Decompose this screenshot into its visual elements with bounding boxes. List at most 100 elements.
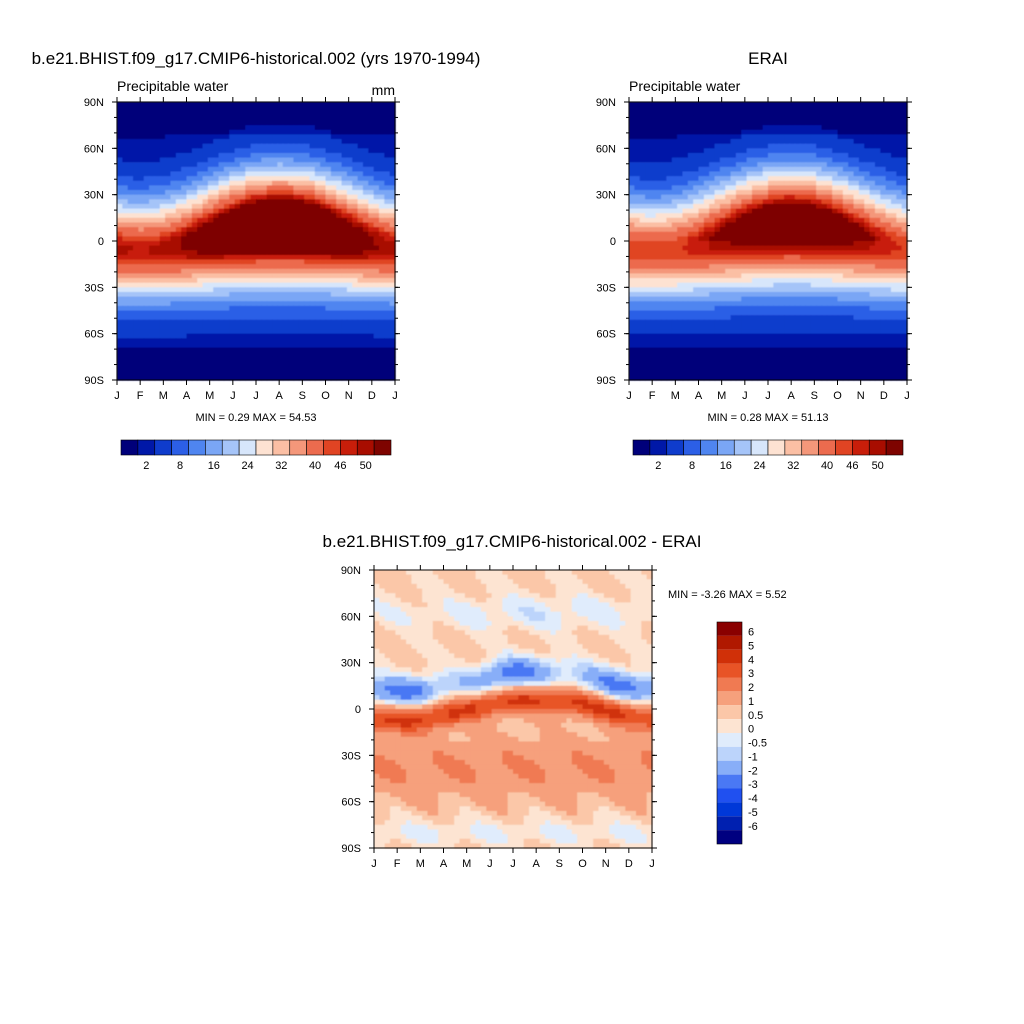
heatmap-cell [794, 236, 801, 242]
heatmap-cell [197, 245, 204, 251]
heatmap-cell [127, 259, 134, 265]
heatmap-cell [165, 338, 172, 344]
heatmap-cell [842, 208, 849, 214]
heatmap-cell [127, 282, 134, 288]
heatmap-cell [901, 143, 908, 149]
heatmap-cell [170, 356, 177, 363]
heatmap-cell [298, 139, 305, 145]
heatmap-cell [768, 176, 774, 182]
heatmap-cell [127, 347, 134, 353]
heatmap-cell [223, 370, 230, 376]
heatmap-cell [239, 259, 246, 265]
heatmap-cell [320, 370, 327, 376]
heatmap-cell [245, 115, 252, 122]
heatmap-cell [325, 217, 332, 224]
heatmap-cell [298, 176, 305, 182]
heatmap-cell [842, 162, 849, 168]
colorbar-box [255, 439, 274, 456]
heatmap-cell [250, 199, 257, 205]
heatmap-cell [362, 259, 369, 265]
heatmap-cell [762, 199, 769, 205]
heatmap-cell [261, 278, 268, 284]
heatmap-cell [773, 176, 780, 182]
heatmap-cell [864, 199, 871, 205]
heatmap-cell [213, 134, 220, 140]
heatmap-cell [746, 231, 753, 237]
heatmap-cell [133, 254, 139, 261]
heatmap-cell [751, 194, 758, 200]
heatmap-cell [896, 120, 903, 126]
heatmap-cell [800, 194, 807, 200]
heatmap-cell [693, 199, 700, 205]
heatmap-cell [373, 152, 380, 159]
heatmap-cell [197, 115, 204, 122]
heatmap-cell [261, 342, 268, 349]
heatmap-cell [239, 366, 246, 372]
heatmap-cell [314, 278, 321, 284]
heatmap-cell [218, 134, 225, 140]
heatmap-cell [143, 102, 150, 108]
heatmap-cell [159, 157, 166, 163]
heatmap-cell [320, 310, 327, 316]
heatmap-cell [122, 375, 129, 381]
heatmap-cell [666, 157, 673, 163]
heatmap-cell [719, 236, 726, 242]
heatmap-cell [304, 264, 311, 270]
heatmap-cell [671, 106, 678, 112]
heatmap-cell [277, 324, 284, 330]
heatmap-cell [165, 259, 172, 265]
heatmap-cell [800, 162, 807, 168]
heatmap-cell [122, 259, 129, 265]
heatmap-cell [202, 129, 209, 136]
heatmap-cell [234, 203, 241, 210]
heatmap-cell [805, 134, 812, 140]
heatmap-cell [794, 231, 801, 237]
heatmap-cell [293, 333, 300, 339]
heatmap-cell [282, 370, 289, 376]
heatmap-cell [378, 241, 385, 247]
heatmap-cell [864, 134, 871, 140]
heatmap-cell [239, 375, 246, 381]
heatmap-cell [357, 254, 364, 261]
heatmap-cell [864, 143, 871, 149]
heatmap-cell [384, 185, 391, 191]
heatmap-cell [336, 315, 343, 321]
heatmap-cell [213, 111, 220, 117]
heatmap-cell [346, 375, 353, 381]
heatmap-cell [373, 278, 380, 284]
heatmap-cell [714, 231, 721, 237]
heatmap-cell [896, 227, 903, 233]
heatmap-cell [357, 338, 364, 344]
colorbar-label: 40 [309, 460, 321, 472]
heatmap-cell [378, 236, 385, 242]
heatmap-cell [282, 106, 289, 112]
heatmap-cell [202, 231, 209, 237]
heatmap-cell [143, 375, 150, 381]
heatmap-cell [719, 106, 726, 112]
heatmap-cell [741, 190, 748, 196]
heatmap-cell [159, 333, 166, 339]
heatmap-cell [138, 129, 145, 136]
heatmap-cell [202, 139, 209, 145]
heatmap-cell [634, 208, 641, 214]
heatmap-cell [832, 199, 839, 205]
heatmap-cell [256, 333, 262, 339]
heatmap-cell [186, 287, 193, 293]
heatmap-cell [127, 139, 134, 145]
heatmap-cell [218, 361, 225, 367]
heatmap-cell [213, 115, 220, 122]
heatmap-cell [197, 254, 204, 261]
heatmap-cell [821, 125, 828, 131]
heatmap-cell [677, 203, 684, 210]
heatmap-cell [650, 222, 657, 228]
colorbar-box [137, 439, 156, 456]
heatmap-cell [730, 115, 737, 122]
heatmap-cell [245, 282, 252, 288]
heatmap-cell [773, 143, 780, 149]
heatmap-cell [197, 129, 204, 136]
heatmap-cell [250, 125, 257, 131]
y-tick-label: 90S [84, 375, 104, 387]
heatmap-cell [320, 199, 327, 205]
heatmap-cell [794, 213, 801, 219]
heatmap-cell [207, 190, 214, 196]
